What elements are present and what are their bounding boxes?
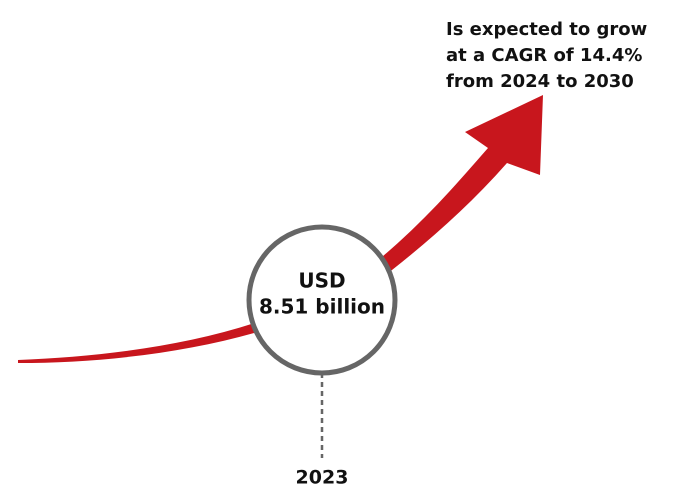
value-amount: 8.51 billion — [259, 295, 385, 319]
annotation-line: Is expected to grow — [446, 19, 647, 40]
growth-arrow — [18, 95, 543, 363]
value-circle — [246, 224, 398, 376]
value-currency: USD — [298, 269, 345, 293]
annotation-line: from 2024 to 2030 — [446, 71, 634, 92]
year-label: 2023 — [296, 467, 349, 489]
annotation-line: at a CAGR of 14.4% — [446, 45, 642, 66]
